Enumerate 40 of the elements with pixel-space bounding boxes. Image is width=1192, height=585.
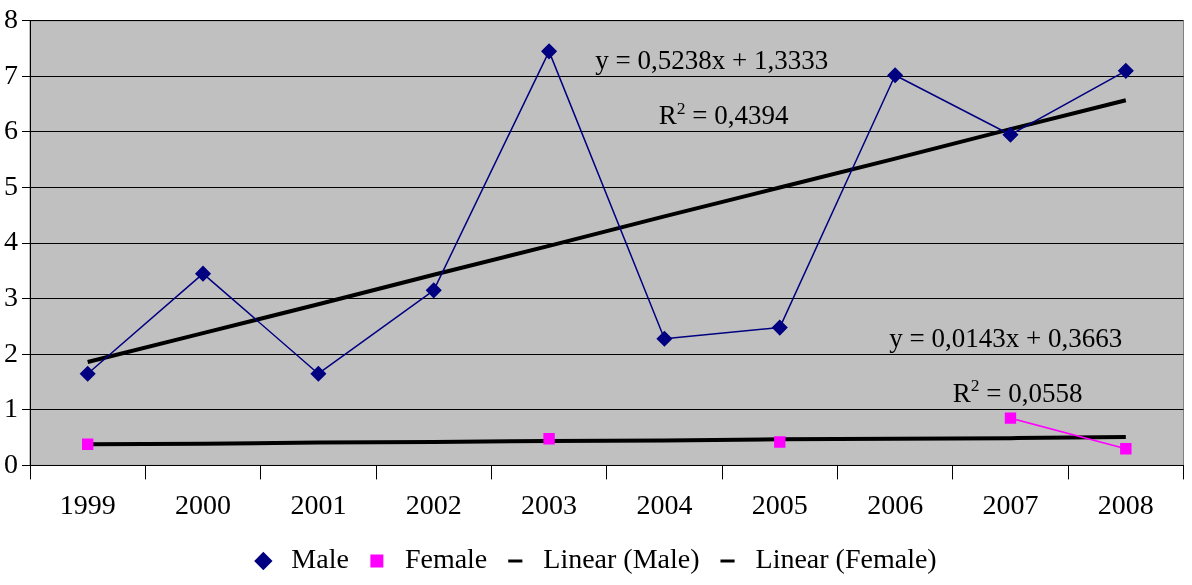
point: [656, 330, 673, 347]
x-tick-label: 2005: [751, 488, 808, 520]
y-tick-label: 6: [4, 114, 18, 146]
y-tick-label: 2: [4, 336, 18, 368]
point: [310, 365, 327, 382]
point: [772, 319, 788, 336]
x-tick-label: 2000: [175, 488, 232, 520]
x-tick-label: 1999: [59, 488, 116, 520]
legend-label: Male: [291, 543, 349, 575]
point: [774, 436, 786, 448]
point: [1120, 443, 1132, 455]
y-tick-label: 1: [4, 392, 18, 424]
y-tick-label: 8: [4, 3, 18, 35]
x-tick-label: 2001: [290, 488, 347, 520]
point: [425, 282, 442, 299]
x-tick-label: 2007: [982, 488, 1039, 520]
point: [195, 265, 211, 282]
y-tick-label: 0: [4, 447, 18, 479]
y-tick-label: 4: [4, 225, 18, 257]
point: [1118, 63, 1134, 79]
x-tick-label: 2002: [405, 488, 462, 520]
point: [1004, 412, 1017, 424]
x-tick-label: 2004: [636, 488, 693, 520]
legend-label: Linear (Female): [755, 543, 937, 575]
point: [79, 365, 96, 382]
legend-label: Female: [404, 543, 488, 575]
point: [887, 67, 903, 84]
y-tick-label: 3: [4, 281, 18, 313]
point: [1002, 126, 1019, 143]
annotation: y = 0,0143x + 0,3663: [889, 322, 1123, 353]
x-tick-label: 2003: [521, 488, 578, 520]
point: [541, 43, 557, 60]
annotation: y = 0,5238x + 1,3333: [595, 44, 829, 75]
y-tick-label: 5: [4, 169, 18, 201]
point: [81, 438, 94, 450]
x-tick-label: 2008: [1097, 488, 1154, 520]
x-tick-label: 2006: [867, 488, 924, 520]
legend-label: Linear (Male): [543, 543, 700, 575]
point: [543, 433, 555, 445]
y-tick-label: 7: [4, 58, 18, 90]
